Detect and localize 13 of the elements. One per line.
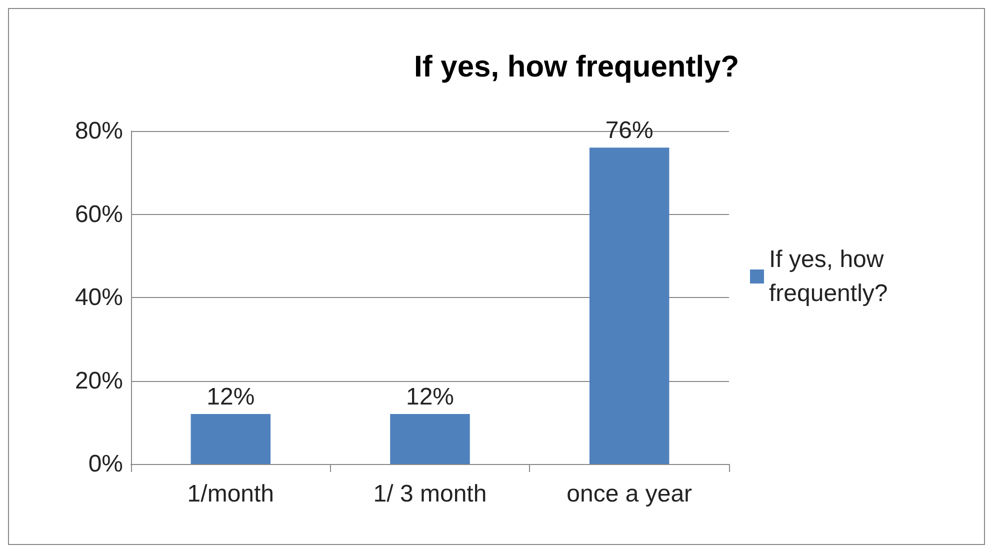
data-label: 12%	[406, 384, 454, 411]
chart-title: If yes, how frequently?	[414, 50, 740, 84]
y-tick-label: 20%	[74, 367, 123, 394]
y-tick-label: 60%	[74, 200, 123, 228]
y-tick-label: 0%	[88, 450, 123, 478]
legend-label: If yes, how frequently?	[769, 246, 890, 307]
x-tick-label: 1/month	[187, 480, 274, 508]
x-tick-label: 1/ 3 month	[373, 480, 487, 508]
y-tick-label: 40%	[74, 284, 123, 311]
data-label: 76%	[605, 117, 654, 144]
y-tick-label: 80%	[74, 118, 123, 144]
data-label: 12%	[206, 384, 255, 411]
x-tick-label: once a year	[566, 480, 692, 508]
